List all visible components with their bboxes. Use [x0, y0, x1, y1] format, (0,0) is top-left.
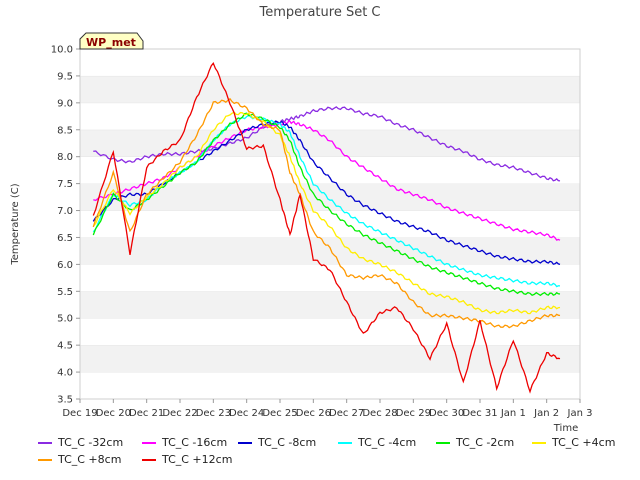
legend-item: TC_C -32cm — [38, 436, 123, 449]
legend-label: TC_C -2cm — [456, 436, 515, 449]
legend-item: TC_C +12cm — [142, 453, 232, 466]
legend-swatch — [142, 458, 156, 461]
series-line-5 — [92, 112, 561, 297]
legend-swatch — [38, 441, 52, 444]
x-tick-label: Jan 3 — [567, 408, 593, 419]
series-line-8 — [92, 62, 561, 394]
y-tick-label: 5.0 — [57, 314, 73, 325]
grid-band — [80, 129, 580, 157]
legend-swatch — [338, 441, 352, 444]
grid-band — [80, 318, 580, 346]
legend-swatch — [436, 441, 450, 444]
series-line-6 — [92, 111, 561, 315]
grid-band — [80, 49, 580, 76]
series-lines — [92, 62, 561, 394]
x-axis-label: Time — [553, 423, 578, 434]
legend-swatch — [238, 441, 252, 444]
x-tick-label: Dec 20 — [96, 408, 131, 419]
legend-label: TC_C -8cm — [258, 436, 317, 449]
badge-label: WP_met — [86, 36, 136, 49]
grid-band — [80, 210, 580, 238]
legend-swatch — [38, 458, 52, 461]
series-line-7 — [92, 97, 561, 329]
x-tick-label: Jan 2 — [533, 408, 559, 419]
y-tick-label: 7.5 — [57, 179, 73, 190]
x-tick-label: Dec 19 — [62, 408, 97, 419]
y-axis-label: Temperature (C) — [10, 183, 21, 265]
y-tick-label: 5.5 — [57, 287, 73, 298]
legend-label: TC_C -16cm — [162, 436, 228, 449]
grid-band — [80, 156, 580, 184]
legend-label: TC_C -32cm — [58, 436, 124, 449]
y-tick-label: 8.0 — [57, 152, 73, 163]
grid-band — [80, 75, 580, 103]
y-tick-label: 8.5 — [57, 125, 73, 136]
y-tick-label: 9.5 — [57, 71, 73, 82]
grid-band — [80, 183, 580, 211]
x-tick-label: Dec 23 — [196, 408, 231, 419]
grid-band — [80, 291, 580, 319]
grid-band — [80, 345, 580, 373]
series-line-1 — [93, 106, 561, 182]
legend-item: TC_C -4cm — [338, 436, 416, 449]
legend-item: TC_C +4cm — [532, 436, 615, 449]
grid-band — [80, 264, 580, 292]
x-tick-label: Dec 27 — [329, 408, 364, 419]
x-tick-label: Dec 25 — [262, 408, 297, 419]
legend-label: TC_C +12cm — [162, 453, 233, 466]
y-tick-label: 4.0 — [57, 368, 73, 379]
y-tick-label: 6.5 — [57, 233, 73, 244]
y-tick-label: 3.5 — [57, 395, 73, 406]
legend-swatch — [142, 441, 156, 444]
y-tick-label: 9.0 — [57, 98, 73, 109]
x-tick-label: Dec 29 — [396, 408, 431, 419]
legend-item: TC_C +8cm — [38, 453, 121, 466]
y-tick-label: 7.0 — [57, 206, 73, 217]
legend-label: TC_C +4cm — [552, 436, 616, 449]
x-tick-label: Dec 22 — [162, 408, 197, 419]
y-tick-label: 4.5 — [57, 341, 73, 352]
legend-swatch — [532, 441, 546, 444]
grid-bands — [80, 48, 580, 399]
x-tick-label: Dec 30 — [429, 408, 464, 419]
grid-band — [80, 237, 580, 265]
grid-band — [80, 102, 580, 130]
legend-label: TC_C -4cm — [358, 436, 417, 449]
x-tick-label: Jan 1 — [500, 408, 526, 419]
x-tick-label: Dec 28 — [362, 408, 397, 419]
wp-met-badge: WP_met — [79, 32, 144, 50]
x-tick-label: Dec 26 — [296, 408, 331, 419]
grid-band — [80, 372, 580, 399]
y-tick-label: 6.0 — [57, 260, 73, 271]
y-tick-label: 10.0 — [51, 45, 73, 56]
chart-title: Temperature Set C — [258, 5, 380, 20]
x-tick-label: Dec 31 — [462, 408, 497, 419]
y-axis: 3.5 4.0 4.5 5.0 5.5 6.0 6.5 7.0 7.5 8.0 8.5 9.0 9.5 1… — [51, 45, 80, 406]
legend-item: TC_C -16cm — [142, 436, 227, 449]
legend-item: TC_C -2cm — [436, 436, 514, 449]
plot-frame — [79, 48, 581, 400]
legend-label: TC_C +8cm — [58, 453, 122, 466]
x-tick-label: Dec 24 — [229, 408, 264, 419]
legend-item: TC_C -8cm — [238, 436, 316, 449]
x-tick-label: Dec 21 — [129, 408, 164, 419]
